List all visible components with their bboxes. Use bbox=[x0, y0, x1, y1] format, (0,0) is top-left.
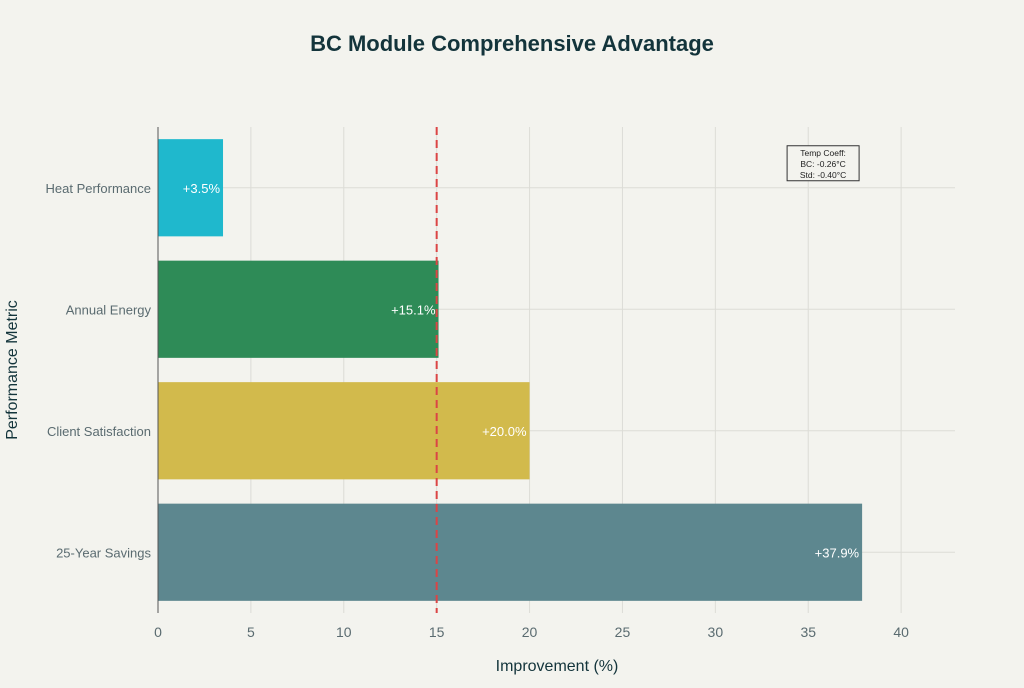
data-labels: +3.5% +15.1% +20.0% +37.9% bbox=[183, 181, 860, 561]
x-tick-labels: 0 5 10 15 20 25 30 35 40 bbox=[154, 624, 909, 640]
bars bbox=[158, 139, 863, 601]
bar-client-satisfaction bbox=[158, 382, 530, 480]
bar-25-year-savings bbox=[158, 503, 863, 601]
data-label: +37.9% bbox=[815, 545, 860, 560]
y-tick-labels: Heat Performance Annual Energy Client Sati… bbox=[46, 181, 152, 561]
bar-heat-performance bbox=[158, 139, 224, 237]
annotation-line: BC: -0.26°C bbox=[800, 159, 845, 169]
annotation-box bbox=[786, 145, 860, 182]
x-tick-label: 15 bbox=[429, 624, 445, 640]
y-tick-label: Client Satisfaction bbox=[47, 424, 151, 439]
y-tick-label: Heat Performance bbox=[46, 181, 152, 196]
data-label: +3.5% bbox=[183, 181, 221, 196]
chart-title: BC Module Comprehensive Advantage bbox=[310, 31, 714, 56]
x-tick-label: 30 bbox=[708, 624, 724, 640]
y-tick-label: 25-Year Savings bbox=[56, 545, 151, 560]
x-tick-label: 0 bbox=[154, 624, 162, 640]
annotation-line: Temp Coeff: bbox=[800, 148, 846, 158]
bar-annual-energy bbox=[158, 260, 439, 358]
data-label: +20.0% bbox=[482, 424, 527, 439]
x-tick-label: 35 bbox=[800, 624, 816, 640]
x-tick-label: 5 bbox=[247, 624, 255, 640]
annotation-line: Std: -0.40°C bbox=[800, 170, 846, 180]
x-tick-label: 25 bbox=[615, 624, 631, 640]
x-tick-label: 40 bbox=[893, 624, 909, 640]
y-tick-label: Annual Energy bbox=[66, 302, 152, 317]
x-tick-label: 20 bbox=[522, 624, 538, 640]
x-axis-label: Improvement (%) bbox=[496, 658, 619, 675]
x-tick-label: 10 bbox=[336, 624, 352, 640]
data-label: +15.1% bbox=[391, 302, 436, 317]
y-axis-label: Performance Metric bbox=[4, 300, 21, 440]
